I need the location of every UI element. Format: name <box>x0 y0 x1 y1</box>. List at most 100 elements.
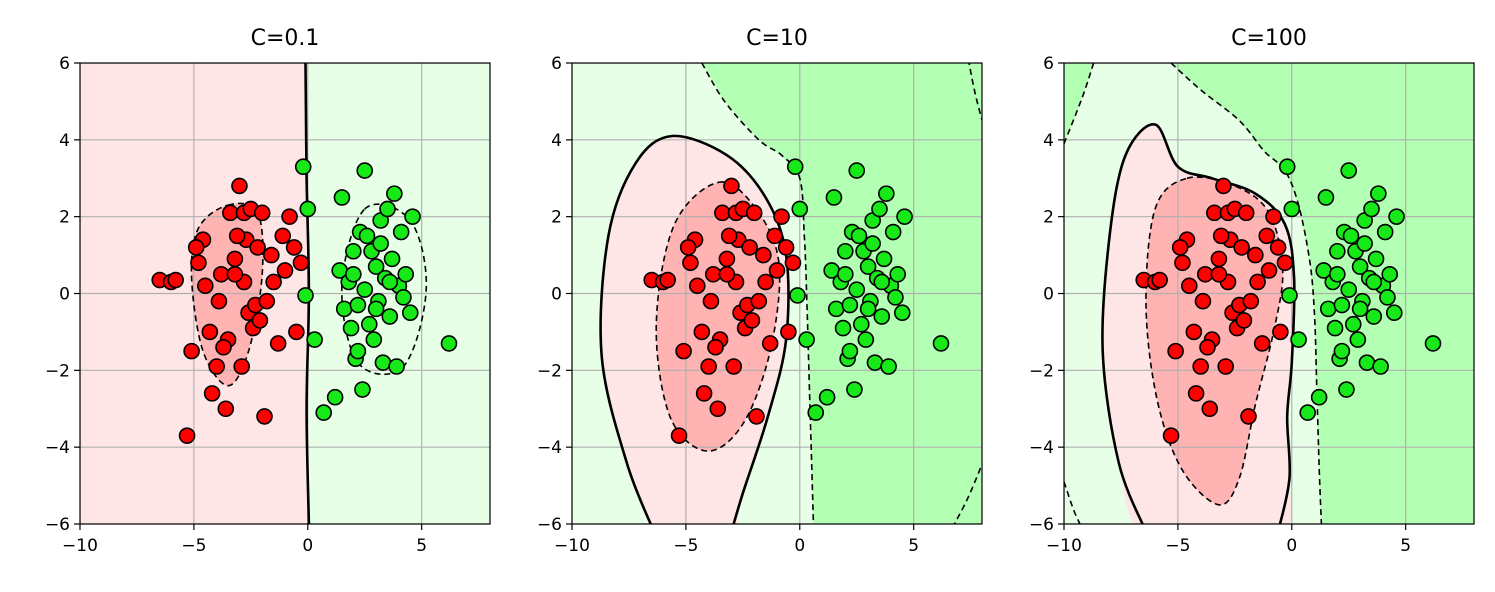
point-negative <box>1210 265 1228 283</box>
point-positive <box>297 287 314 304</box>
point-positive <box>381 273 399 291</box>
point-positive <box>841 342 859 360</box>
point-positive <box>440 335 458 352</box>
point-negative <box>1237 204 1255 222</box>
x-tick-label: 5 <box>416 536 427 556</box>
subplot-2: −10 −5 0 5 −6 −4 −2 0 2 4 6 C=10 <box>537 26 983 556</box>
point-positive <box>356 281 374 298</box>
point-negative <box>196 277 214 295</box>
x-tick-label: 5 <box>1400 536 1411 556</box>
point-negative <box>695 385 713 402</box>
point-positive <box>1329 265 1346 283</box>
y-tick-label: 4 <box>551 131 562 151</box>
point-negative <box>725 358 743 375</box>
point-negative <box>1162 427 1180 444</box>
point-negative <box>1174 254 1191 272</box>
y-tick-label: 6 <box>1043 54 1054 74</box>
point-positive <box>354 381 371 398</box>
point-positive <box>1358 354 1376 371</box>
point-negative <box>1253 335 1271 352</box>
point-positive <box>1329 242 1346 260</box>
point-positive <box>880 358 897 375</box>
point-positive <box>356 162 374 179</box>
y-tick-label: 2 <box>551 208 562 228</box>
point-negative <box>190 254 207 272</box>
point-negative <box>1233 239 1250 256</box>
y-tick-label: −6 <box>45 515 70 535</box>
point-positive <box>1372 358 1389 375</box>
subplot-3: −10 −5 0 5 −6 −4 −2 0 2 4 6 C=100 <box>1029 26 1475 556</box>
point-negative <box>743 312 761 329</box>
point-positive <box>887 289 904 306</box>
point-negative <box>1194 292 1212 310</box>
point-positive <box>358 227 376 245</box>
point-positive <box>1388 208 1405 225</box>
point-positive <box>1310 388 1328 406</box>
point-positive <box>1356 235 1373 252</box>
point-negative <box>1217 358 1235 375</box>
point-negative <box>1185 323 1203 341</box>
x-tick-label: 0 <box>794 536 805 556</box>
y-tick-label: −2 <box>537 361 562 381</box>
point-positive <box>850 227 868 245</box>
point-positive <box>381 308 399 325</box>
point-negative <box>183 342 200 360</box>
point-positive <box>834 319 852 337</box>
point-positive <box>1283 200 1301 218</box>
point-positive <box>878 185 895 202</box>
point-negative <box>212 265 230 283</box>
point-negative <box>253 204 271 222</box>
point-negative <box>1249 273 1266 291</box>
point-negative <box>1272 323 1289 341</box>
point-positive <box>365 331 383 348</box>
point-positive <box>932 335 950 352</box>
point-negative <box>203 385 221 402</box>
point-negative <box>292 254 310 272</box>
point-negative <box>709 400 727 418</box>
point-positive <box>1340 162 1358 179</box>
point-negative <box>285 239 303 256</box>
margin-contour <box>190 202 264 387</box>
point-positive <box>825 189 843 206</box>
point-negative <box>700 358 717 375</box>
point-positive <box>1349 331 1367 348</box>
y-tick-label: −4 <box>1029 438 1054 458</box>
point-positive <box>1365 273 1383 291</box>
point-negative <box>766 227 784 245</box>
point-negative <box>256 408 273 425</box>
y-tick-label: −4 <box>537 438 562 458</box>
y-tick-label: 6 <box>551 54 562 74</box>
point-negative <box>1240 408 1257 425</box>
point-negative <box>208 358 225 375</box>
point-negative <box>723 177 740 195</box>
point-positive <box>1299 404 1317 421</box>
point-positive <box>1333 342 1351 360</box>
point-negative <box>702 292 720 310</box>
point-negative <box>718 265 736 283</box>
point-negative <box>231 177 248 195</box>
point-positive <box>837 265 854 283</box>
point-negative <box>659 271 676 289</box>
margin-contour <box>1064 481 1081 524</box>
x-tick-label: −5 <box>181 536 206 556</box>
point-negative <box>1180 277 1198 295</box>
point-positive <box>345 265 362 283</box>
point-negative <box>269 335 287 352</box>
point-positive <box>326 388 344 406</box>
y-tick-label: −6 <box>537 515 562 535</box>
point-positive <box>379 200 396 218</box>
point-positive <box>896 208 913 225</box>
y-tick-label: −2 <box>1029 361 1054 381</box>
point-positive <box>1367 250 1385 268</box>
point-positive <box>345 242 362 260</box>
point-negative <box>178 427 196 444</box>
point-negative <box>1201 400 1219 418</box>
y-tick-label: −4 <box>45 438 70 458</box>
point-negative <box>1199 338 1216 356</box>
point-negative <box>1265 208 1282 225</box>
decision-boundary <box>1101 123 1296 524</box>
point-negative <box>167 271 184 289</box>
point-positive <box>852 315 870 333</box>
point-negative <box>274 227 292 245</box>
decision-boundary <box>599 134 790 524</box>
